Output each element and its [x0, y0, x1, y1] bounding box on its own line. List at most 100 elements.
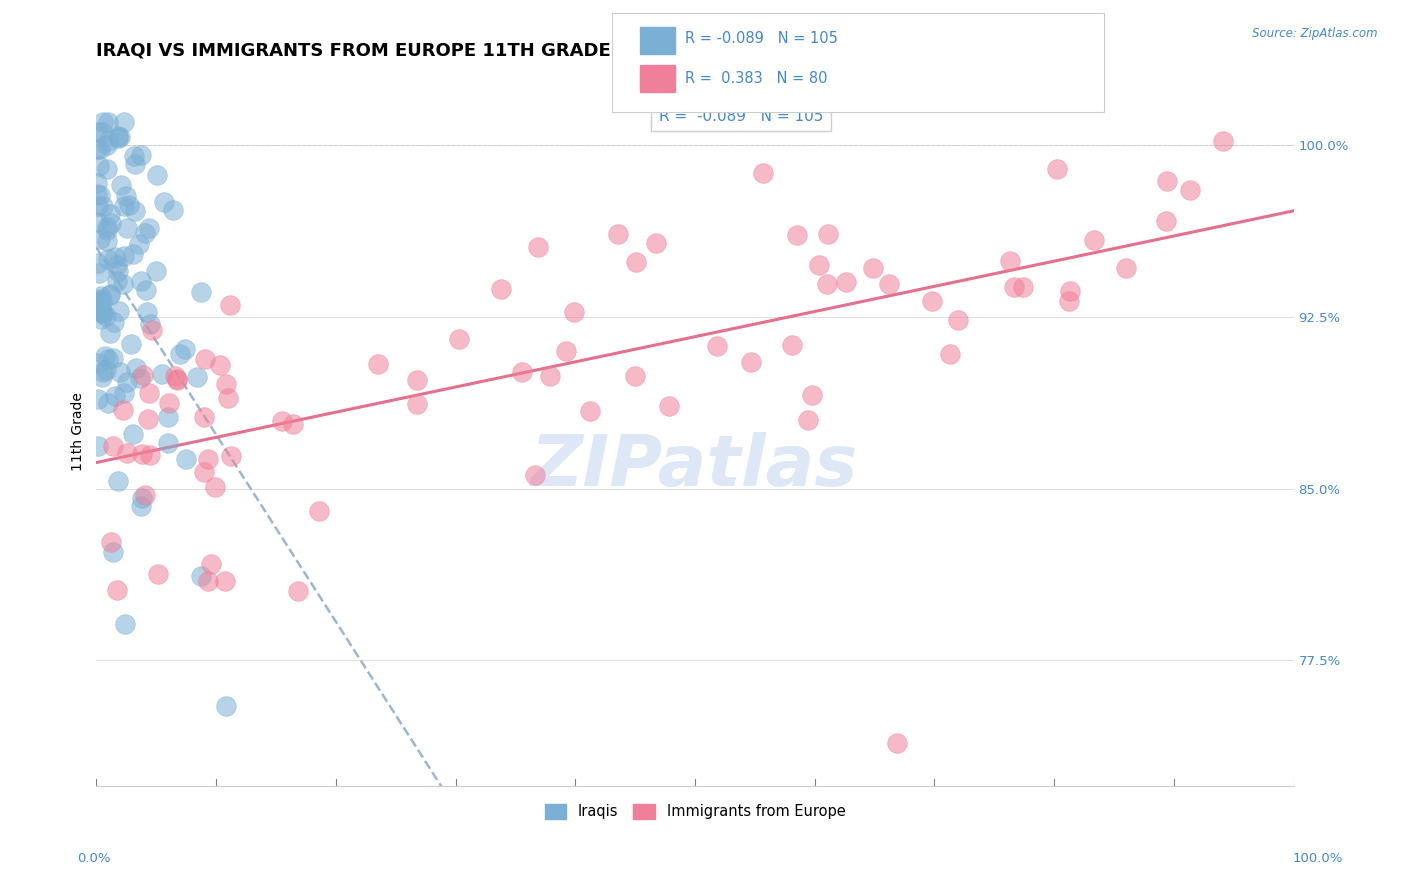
Point [98, 287, 121, 301]
Point [89, 187, 111, 202]
Point [489, 282, 512, 296]
Point [136, 305, 159, 319]
Point [308, 504, 330, 518]
Point [97, 396, 120, 410]
Point [93, 199, 115, 213]
Point [129, 499, 152, 513]
Point [800, 388, 823, 402]
Point [1212, 134, 1234, 148]
Point [156, 436, 179, 450]
Point [94, 363, 117, 377]
Point [100, 535, 122, 549]
Point [658, 400, 681, 414]
Point [112, 386, 135, 401]
Text: R =  -0.089   N = 105: R = -0.089 N = 105 [659, 109, 824, 123]
Point [112, 199, 135, 213]
Point [111, 402, 134, 417]
Point [644, 236, 666, 251]
Point [186, 369, 208, 384]
Point [287, 584, 309, 599]
Legend: Iraqis, Immigrants from Europe: Iraqis, Immigrants from Europe [538, 797, 851, 825]
Point [131, 447, 153, 461]
Point [948, 313, 970, 327]
Point [96, 223, 118, 237]
Point [197, 574, 219, 588]
Point [114, 189, 136, 203]
Point [98, 287, 121, 301]
Point [131, 368, 153, 382]
Point [807, 259, 830, 273]
Point [97, 134, 120, 148]
Point [136, 412, 159, 426]
Point [129, 274, 152, 288]
Point [90, 304, 112, 318]
Text: ZIPatlas: ZIPatlas [531, 433, 859, 501]
Point [740, 354, 762, 368]
Point [103, 250, 125, 264]
Point [112, 249, 135, 263]
Y-axis label: 11th Grade: 11th Grade [72, 392, 86, 471]
Point [141, 323, 163, 337]
Point [145, 168, 167, 182]
Point [1011, 279, 1033, 293]
Point [214, 574, 236, 588]
Point [1083, 233, 1105, 247]
Point [87, 439, 110, 453]
Point [138, 385, 160, 400]
Point [87, 256, 110, 270]
Point [90, 311, 112, 326]
Point [166, 372, 188, 386]
Point [129, 148, 152, 162]
Point [157, 409, 180, 424]
Point [527, 240, 550, 254]
Point [780, 338, 803, 352]
Point [91, 370, 114, 384]
Point [524, 467, 547, 482]
Point [104, 389, 127, 403]
Text: Source: ZipAtlas.com: Source: ZipAtlas.com [1253, 27, 1378, 40]
Point [107, 128, 129, 143]
Point [406, 373, 429, 387]
Point [86, 142, 108, 156]
Point [817, 227, 839, 241]
Point [90, 297, 112, 311]
Point [834, 275, 856, 289]
Point [89, 142, 111, 156]
Point [86, 176, 108, 190]
Point [204, 480, 226, 494]
Point [87, 215, 110, 229]
Point [115, 221, 138, 235]
Point [1178, 183, 1201, 197]
Point [219, 449, 242, 463]
Point [87, 392, 110, 406]
Point [114, 617, 136, 632]
Point [190, 285, 212, 300]
Point [877, 277, 900, 291]
Point [91, 294, 114, 309]
Point [87, 199, 110, 213]
Point [138, 220, 160, 235]
Point [122, 148, 145, 162]
Point [193, 409, 215, 424]
Point [122, 246, 145, 260]
Point [215, 699, 238, 714]
Point [91, 115, 114, 129]
Point [554, 344, 576, 359]
Point [86, 299, 108, 313]
Point [97, 252, 120, 266]
Point [815, 277, 838, 292]
Point [108, 129, 131, 144]
Point [120, 337, 142, 351]
Point [101, 351, 124, 366]
Point [103, 315, 125, 329]
Point [87, 356, 110, 370]
Point [193, 465, 215, 479]
Point [100, 216, 122, 230]
Text: 100.0%: 100.0% [1292, 852, 1343, 865]
Point [122, 427, 145, 442]
Text: IRAQI VS IMMIGRANTS FROM EUROPE 11TH GRADE CORRELATION CHART: IRAQI VS IMMIGRANTS FROM EUROPE 11TH GRA… [97, 42, 832, 60]
Point [103, 545, 125, 559]
Point [129, 371, 152, 385]
Point [562, 305, 585, 319]
Point [217, 391, 239, 405]
